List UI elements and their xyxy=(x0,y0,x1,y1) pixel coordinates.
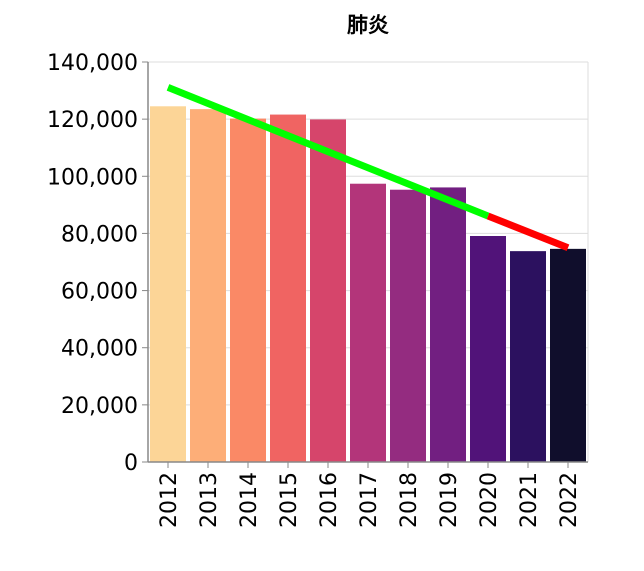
bar-2012 xyxy=(150,106,186,463)
x-tick-label: 2019 xyxy=(437,472,462,528)
y-tick-label: 80,000 xyxy=(61,222,138,247)
trend-line-0 xyxy=(166,84,490,220)
y-tick-label: 0 xyxy=(124,451,138,476)
y-tick-label: 100,000 xyxy=(47,165,138,190)
y-tick-label: 40,000 xyxy=(61,337,138,362)
trend-line-1 xyxy=(486,212,570,251)
x-tick-label: 2018 xyxy=(397,472,422,528)
bar-2021 xyxy=(510,251,546,462)
bar-2022 xyxy=(550,248,586,462)
bar-2016 xyxy=(310,119,346,462)
x-tick-label: 2022 xyxy=(557,472,582,528)
bar-2017 xyxy=(350,183,386,462)
y-tick-label: 140,000 xyxy=(47,51,138,76)
x-tick-label: 2013 xyxy=(197,472,222,528)
x-tick-label: 2015 xyxy=(277,472,302,528)
bar-2014 xyxy=(230,118,266,463)
x-tick-label: 2021 xyxy=(517,472,542,528)
bar-2013 xyxy=(190,109,226,463)
y-tick-label: 20,000 xyxy=(61,394,138,419)
x-tick-label: 2016 xyxy=(317,472,342,528)
x-tick-label: 2014 xyxy=(237,472,262,528)
bar-2019 xyxy=(430,187,466,462)
x-tick-label: 2012 xyxy=(157,472,182,528)
x-tick-label: 2017 xyxy=(357,472,382,528)
bar-2020 xyxy=(470,236,506,462)
y-tick-label: 60,000 xyxy=(61,280,138,305)
y-tick-label: 120,000 xyxy=(47,108,138,133)
x-tick-label: 2020 xyxy=(477,472,502,528)
chart-title: 肺炎 xyxy=(347,13,389,37)
bar-2018 xyxy=(390,189,426,462)
bar-2015 xyxy=(270,114,306,463)
